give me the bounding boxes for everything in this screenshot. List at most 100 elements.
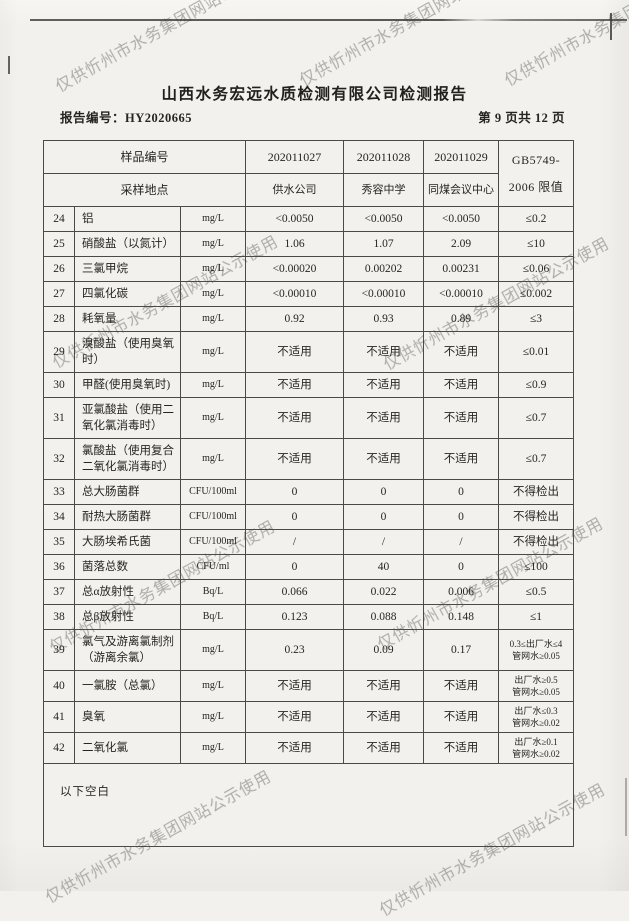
value-cell: / bbox=[343, 529, 424, 555]
sampling-location-cell: 同煤会议中心 bbox=[423, 173, 499, 207]
unit-cell: Bq/L bbox=[180, 579, 246, 605]
value-cell: 不适用 bbox=[245, 331, 344, 373]
value-cell: 不适用 bbox=[245, 701, 344, 733]
parameter-name-cell: 三氯甲烷 bbox=[74, 256, 181, 282]
row-number-cell: 30 bbox=[43, 372, 75, 398]
limit-line: 出厂水≥0.1 bbox=[514, 737, 558, 747]
limit-line: 管网水≥0.02 bbox=[512, 718, 560, 728]
unit-cell: mg/L bbox=[180, 629, 246, 671]
unit-cell: CFU/100ml bbox=[180, 504, 246, 530]
row-number-cell: 41 bbox=[43, 701, 75, 733]
limit-line: ≤10 bbox=[527, 238, 545, 250]
limit-cell: 出厂水≤0.3 管网水≥0.02 bbox=[498, 701, 574, 733]
unit-cell: mg/L bbox=[180, 206, 246, 232]
unit-cell: mg/L bbox=[180, 331, 246, 373]
value-cell: 不适用 bbox=[423, 372, 499, 398]
row-number-cell: 35 bbox=[43, 529, 75, 555]
unit-cell: CFU/100ml bbox=[180, 479, 246, 505]
sample-id-cell: 202011027 bbox=[245, 140, 344, 174]
limit-line: ≤3 bbox=[529, 313, 543, 325]
value-cell: 40 bbox=[343, 554, 424, 580]
report-title: 山西水务宏远水质检测有限公司检测报告 bbox=[161, 86, 468, 103]
value-cell: 0.93 bbox=[343, 306, 424, 332]
table-row: 33 总大肠菌群 CFU/100ml 0 0 0 不得检出 bbox=[43, 479, 574, 505]
unit-cell: CFU/100ml bbox=[180, 529, 246, 555]
watermark-text: 仅供忻州市水务集团网站公示使用 bbox=[297, 0, 529, 90]
value-cell: 0.148 bbox=[423, 604, 499, 630]
limit-line: 出厂水≥0.5 bbox=[514, 675, 558, 685]
parameter-name-cell: 四氯化碳 bbox=[74, 281, 181, 307]
row-number-cell: 32 bbox=[43, 438, 75, 480]
row-number-cell: 42 bbox=[43, 732, 75, 764]
sampling-location-label-cell: 采样地点 bbox=[43, 173, 246, 207]
parameter-name-cell: 溴酸盐（使用臭氧时） bbox=[74, 331, 181, 373]
parameter-name-cell: 甲醛(使用臭氧时) bbox=[74, 372, 181, 398]
table-footer: 以下空白 bbox=[43, 763, 574, 847]
value-cell: 0.09 bbox=[343, 629, 424, 671]
table-header: 样品编号 202011027 202011028 202011029 GB574… bbox=[43, 140, 574, 207]
value-cell: 0 bbox=[423, 504, 499, 530]
table-row: 29 溴酸盐（使用臭氧时） mg/L 不适用 不适用 不适用 ≤0.01 bbox=[43, 331, 574, 373]
value-cell: <0.00010 bbox=[343, 281, 424, 307]
value-cell: <0.00010 bbox=[423, 281, 499, 307]
limit-cell: 不得检出 bbox=[498, 479, 574, 505]
value-cell: 不适用 bbox=[343, 670, 424, 702]
unit-cell: mg/L bbox=[180, 438, 246, 480]
limit-cell: ≤0.2 bbox=[498, 206, 574, 232]
unit-cell: mg/L bbox=[180, 397, 246, 439]
value-cell: 不适用 bbox=[423, 732, 499, 764]
unit-cell: mg/L bbox=[180, 281, 246, 307]
table-row: 24 铝 mg/L <0.0050 <0.0050 <0.0050 ≤0.2 bbox=[43, 206, 574, 232]
value-cell: 0.022 bbox=[343, 579, 424, 605]
value-cell: 0.00231 bbox=[423, 256, 499, 282]
limit-line: 0.3≤出厂水≤4 bbox=[509, 639, 563, 649]
value-cell: 不适用 bbox=[245, 670, 344, 702]
value-cell: <0.00010 bbox=[245, 281, 344, 307]
limit-cell: 0.3≤出厂水≤4 管网水≥0.05 bbox=[498, 629, 574, 671]
value-cell: <0.0050 bbox=[343, 206, 424, 232]
report-meta-row: 报告编号：HY2020665 第 9 页共 12 页 bbox=[60, 107, 565, 126]
parameter-name-cell: 臭氧 bbox=[74, 701, 181, 733]
row-number-cell: 40 bbox=[43, 670, 75, 702]
limit-line: ≤0.01 bbox=[522, 346, 550, 358]
limit-cell: 出厂水≥0.1 管网水≥0.02 bbox=[498, 732, 574, 764]
table-row: 28 耗氧量 mg/L 0.92 0.93 0.89 ≤3 bbox=[43, 306, 574, 332]
value-cell: <0.00020 bbox=[245, 256, 344, 282]
parameter-name-cell: 氯气及游离氯制剂（游离余氯） bbox=[74, 629, 181, 671]
standard-name-line2: 2006 限值 bbox=[508, 179, 564, 194]
limit-line: ≤0.2 bbox=[525, 213, 547, 225]
value-cell: 0.92 bbox=[245, 306, 344, 332]
limit-line: ≤0.06 bbox=[522, 263, 550, 275]
limit-cell: ≤0.002 bbox=[498, 281, 574, 307]
table-row: 34 耐热大肠菌群 CFU/100ml 0 0 0 不得检出 bbox=[43, 504, 574, 530]
sample-id-label-cell: 样品编号 bbox=[43, 140, 246, 174]
unit-cell: mg/L bbox=[180, 372, 246, 398]
row-number-cell: 31 bbox=[43, 397, 75, 439]
limit-line: 不得检出 bbox=[513, 536, 559, 548]
table-row: 30 甲醛(使用臭氧时) mg/L 不适用 不适用 不适用 ≤0.9 bbox=[43, 372, 574, 398]
value-cell: 0.89 bbox=[423, 306, 499, 332]
table-row: 41 臭氧 mg/L 不适用 不适用 不适用 出厂水≤0.3 管网水≥0.02 bbox=[43, 701, 574, 733]
limit-cell: ≤3 bbox=[498, 306, 574, 332]
parameter-name-cell: 总β放射性 bbox=[74, 604, 181, 630]
value-cell: 0.17 bbox=[423, 629, 499, 671]
row-number-cell: 34 bbox=[43, 504, 75, 530]
table-row: 35 大肠埃希氏菌 CFU/100ml / / / 不得检出 bbox=[43, 529, 574, 555]
table-row: 27 四氯化碳 mg/L <0.00010 <0.00010 <0.00010 ≤0.002 bbox=[43, 281, 574, 307]
value-cell: <0.0050 bbox=[423, 206, 499, 232]
unit-cell: mg/L bbox=[180, 306, 246, 332]
value-cell: 2.09 bbox=[423, 231, 499, 257]
table-row: 37 总α放射性 Bq/L 0.066 0.022 0.006 ≤0.5 bbox=[43, 579, 574, 605]
limit-line: ≤0.7 bbox=[525, 453, 547, 465]
scan-edge-line-top bbox=[30, 19, 627, 21]
parameter-name-cell: 亚氯酸盐（使用二氧化氯消毒时） bbox=[74, 397, 181, 439]
limit-cell: ≤10 bbox=[498, 231, 574, 257]
value-cell: 不适用 bbox=[343, 331, 424, 373]
limit-line: 不得检出 bbox=[513, 486, 559, 498]
row-number-cell: 26 bbox=[43, 256, 75, 282]
table-row: 31 亚氯酸盐（使用二氧化氯消毒时） mg/L 不适用 不适用 不适用 ≤0.7 bbox=[43, 397, 574, 439]
limit-line: 不得检出 bbox=[513, 511, 559, 523]
value-cell: 0.23 bbox=[245, 629, 344, 671]
parameter-name-cell: 二氧化氯 bbox=[74, 732, 181, 764]
